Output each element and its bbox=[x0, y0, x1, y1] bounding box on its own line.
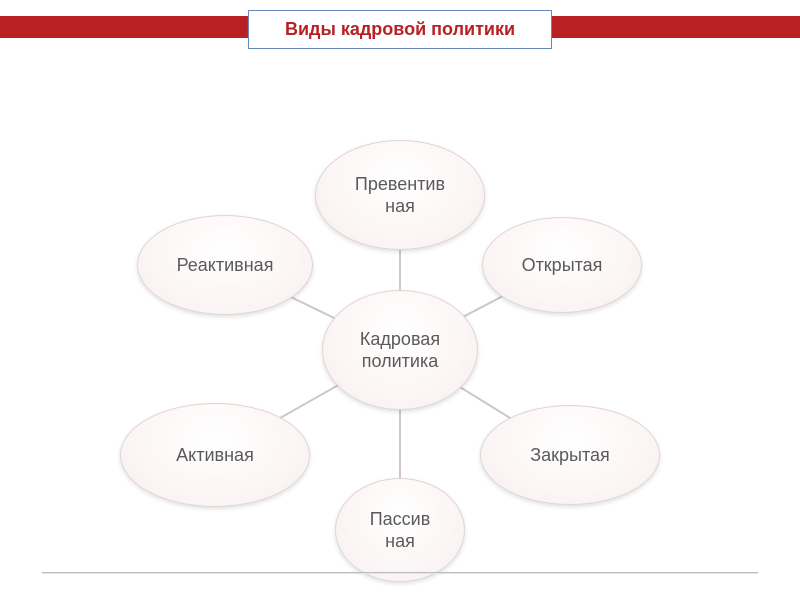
diagram-node-center: Кадровая политика bbox=[322, 290, 478, 410]
diagram-node-left: Активная bbox=[120, 403, 310, 507]
page-title-text: Виды кадровой политики bbox=[285, 19, 515, 39]
diagram-node-top: Превентив ная bbox=[315, 140, 485, 250]
diagram-node-bottom: Пассив ная bbox=[335, 478, 465, 582]
diagram-node-label: Превентив ная bbox=[355, 173, 445, 218]
diagram-node-topRight: Открытая bbox=[482, 217, 642, 313]
diagram-node-label: Реактивная bbox=[177, 254, 274, 277]
diagram-node-label: Пассив ная bbox=[370, 508, 431, 553]
page-title: Виды кадровой политики bbox=[248, 10, 552, 49]
diagram-node-right: Закрытая bbox=[480, 405, 660, 505]
diagram-node-label: Кадровая политика bbox=[360, 328, 440, 373]
diagram-node-topLeft: Реактивная bbox=[137, 215, 313, 315]
footer-divider bbox=[42, 572, 758, 574]
diagram-container: Кадровая политика Превентив ная Открытая За… bbox=[0, 60, 800, 560]
diagram-node-label: Активная bbox=[176, 444, 254, 467]
diagram-node-label: Открытая bbox=[522, 254, 603, 277]
diagram-node-label: Закрытая bbox=[530, 444, 610, 467]
